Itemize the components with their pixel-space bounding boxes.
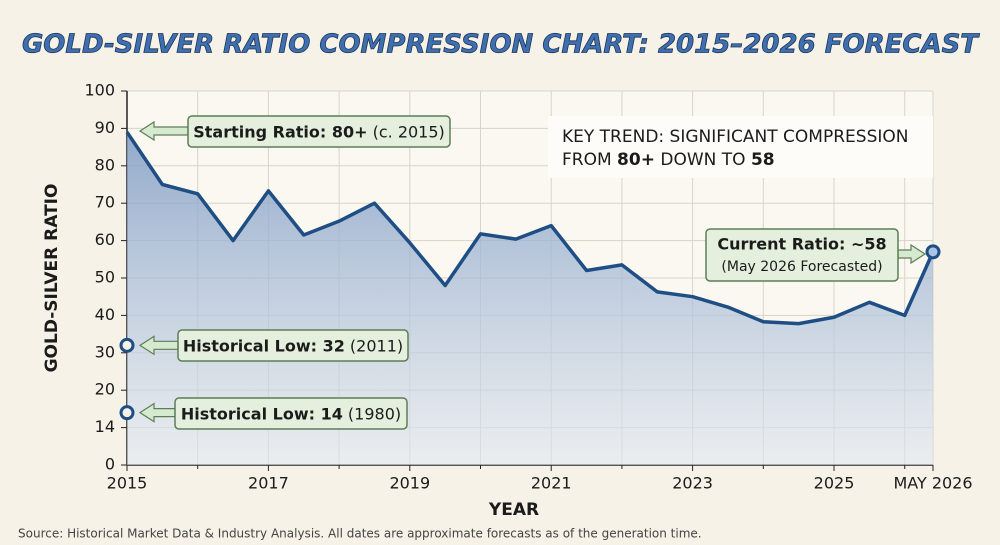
annotation-label: Starting Ratio: 80+ (c. 2015) — [193, 122, 445, 141]
annotation-box — [705, 228, 899, 282]
y-tick-label: 20 — [95, 380, 115, 399]
y-tick-label: 0 — [105, 455, 115, 474]
x-tick-label: 2015 — [107, 474, 148, 493]
x-tick-label: 2021 — [531, 474, 572, 493]
annotation-box — [177, 329, 409, 362]
line — [125, 131, 935, 326]
area-fill — [127, 132, 933, 465]
key-trend: KEY TREND: SIGNIFICANT COMPRESSION — [562, 127, 908, 147]
y-tick-label: 90 — [95, 118, 115, 137]
key-trend: FROM 80+ DOWN TO 58 — [562, 150, 775, 170]
annotation-box — [174, 397, 408, 430]
annotation-label: Historical Low: 32 (2011) — [183, 336, 403, 355]
annotation-note: (1980) — [343, 404, 401, 423]
annotation-title: Starting Ratio: 80+ — [193, 122, 367, 141]
annotation-box — [187, 115, 451, 148]
y-tick-label: 50 — [95, 268, 115, 287]
y-tick-label: 100 — [84, 81, 115, 100]
annotation-title: Current Ratio: ~58 — [717, 235, 886, 254]
chart-title: GOLD-SILVER RATIO COMPRESSION CHART: 201… — [22, 30, 980, 60]
annotation-marker — [119, 405, 135, 421]
annotation-note: (c. 2015) — [368, 122, 445, 141]
x-axis-label: YEAR — [488, 500, 539, 520]
source-note: Source: Historical Market Data & Industr… — [18, 527, 702, 541]
annotation-title: Historical Low: 32 — [183, 336, 345, 355]
annotation-marker — [119, 337, 135, 353]
annotation-note: (2011) — [345, 336, 403, 355]
key-trend-box — [548, 116, 933, 178]
annotation-label: Historical Low: 14 (1980) — [181, 404, 401, 423]
annotation-title: Historical Low: 14 — [181, 404, 343, 423]
x-tick-label: 2019 — [389, 474, 430, 493]
annotation-note: (May 2026 Forecasted) — [721, 259, 882, 275]
y-tick-label: 40 — [95, 305, 115, 324]
x-tick-label: MAY 2026 — [893, 474, 972, 493]
y-tick-label: 80 — [95, 155, 115, 174]
y-axis-label: GOLD-SILVER RATIO — [42, 184, 62, 373]
current-point — [925, 244, 941, 260]
x-tick-label: 2025 — [814, 474, 855, 493]
y-tick-label: 30 — [95, 342, 115, 361]
x-tick-label: 2023 — [672, 474, 713, 493]
x-tick-label: 2017 — [248, 474, 289, 493]
y-tick-label: 14 — [95, 417, 115, 436]
y-tick-label: 60 — [95, 230, 115, 249]
y-tick-label: 70 — [95, 193, 115, 212]
